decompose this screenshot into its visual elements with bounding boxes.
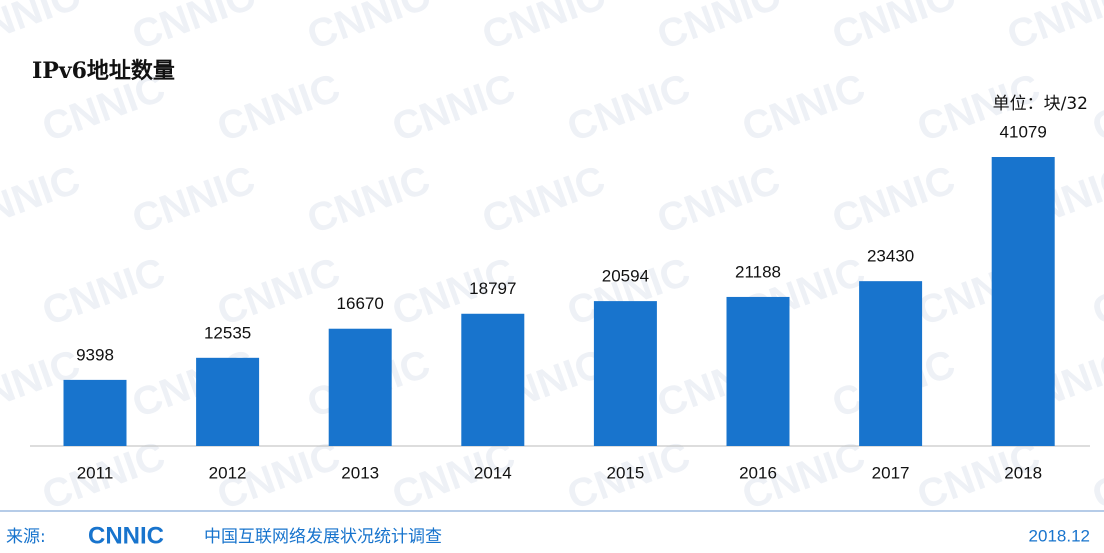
value-label: 12535 <box>204 323 251 342</box>
watermark: CNNIC <box>302 158 436 243</box>
watermark: CNNIC <box>652 0 786 58</box>
source-label: 来源: <box>6 527 46 547</box>
report-date: 2018.12 <box>1029 526 1090 545</box>
chart-title: IPv6地址数量 <box>32 58 175 84</box>
bar <box>328 328 392 446</box>
bar <box>859 281 923 446</box>
x-tick-label: 2016 <box>739 463 777 482</box>
watermark: CNNIC <box>827 0 961 58</box>
bar <box>461 313 525 446</box>
source-logo: CNNIC <box>88 522 164 549</box>
value-label: 20594 <box>602 267 649 286</box>
watermark: CNNIC <box>127 158 261 243</box>
watermark: CNNIC <box>477 158 611 243</box>
bar <box>991 157 1055 446</box>
watermark: CNNIC <box>1087 250 1104 335</box>
value-label: 16670 <box>337 294 384 313</box>
x-tick-label: 2011 <box>77 463 114 482</box>
watermark: CNNIC <box>0 158 86 243</box>
watermark: CNNIC <box>1002 0 1104 58</box>
watermark: CNNIC <box>212 250 346 335</box>
value-label: 41079 <box>1000 122 1047 141</box>
watermark: CNNIC <box>212 66 346 151</box>
unit-label: 单位：块/32 <box>993 94 1088 114</box>
watermark: CNNIC <box>1087 66 1104 151</box>
value-label: 9398 <box>76 345 114 364</box>
x-tick-label: 2012 <box>209 463 247 482</box>
watermark: CNNIC <box>127 0 261 58</box>
watermark: CNNIC <box>477 0 611 58</box>
bar <box>63 379 127 446</box>
value-label: 18797 <box>469 279 516 298</box>
watermark: CNNIC <box>827 158 961 243</box>
watermark: CNNIC <box>387 66 521 151</box>
value-label: 21188 <box>735 262 781 281</box>
watermark: CNNIC <box>37 250 171 335</box>
value-label: 23430 <box>867 247 914 266</box>
x-tick-label: 2013 <box>341 463 379 482</box>
x-tick-label: 2017 <box>872 463 910 482</box>
watermark: CNNIC <box>302 0 436 58</box>
bar <box>196 357 260 446</box>
watermark: CNNIC <box>562 66 696 151</box>
source-name: 中国互联网络发展状况统计调查 <box>204 527 442 547</box>
watermark: CNNIC <box>0 0 86 58</box>
watermark: CNNIC <box>737 66 871 151</box>
bar <box>726 296 790 446</box>
watermark: CNNIC <box>652 158 786 243</box>
x-tick-label: 2015 <box>606 463 644 482</box>
bar <box>593 301 657 446</box>
x-tick-label: 2018 <box>1004 463 1042 482</box>
x-tick-label: 2014 <box>474 463 512 482</box>
